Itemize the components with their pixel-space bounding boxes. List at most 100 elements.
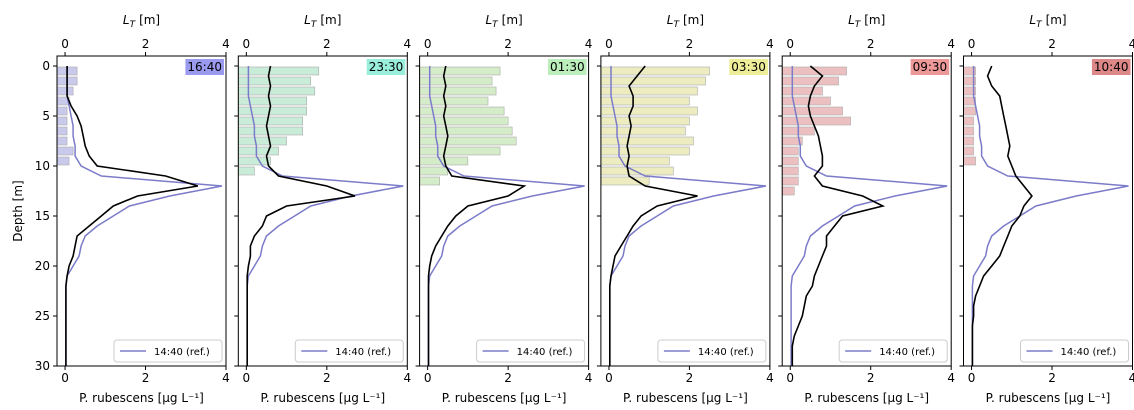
profile-line: [971, 65, 1033, 366]
panel-title: 01:30: [550, 60, 585, 74]
lt-bar: [600, 86, 698, 96]
x-tick-label: 2: [686, 371, 694, 385]
x2-label-unit: [m]: [683, 13, 704, 27]
x2-label-main: L: [123, 13, 130, 27]
x2-label-main: L: [667, 13, 674, 27]
lt-bar: [419, 176, 441, 186]
x2-label-sub: T: [130, 20, 137, 30]
x-tick-label: 2: [323, 371, 331, 385]
lt-bar: [963, 126, 974, 136]
x2-label-unit: [m]: [502, 13, 523, 27]
y-tick-label: 0: [42, 59, 50, 73]
x-tick-label: 0: [243, 371, 251, 385]
lt-bar: [600, 166, 674, 176]
x-axis-label: P. rubescens [μg L⁻¹]: [79, 391, 204, 405]
x2-tick-label: 4: [1129, 37, 1134, 51]
x2-label-sub: T: [311, 20, 318, 30]
lt-bar: [419, 86, 497, 96]
lt-bar: [238, 86, 316, 96]
x2-tick-label: 0: [243, 37, 251, 51]
lt-bar: [56, 106, 68, 116]
x2-tick-label: 2: [686, 37, 694, 51]
axes-frame: [600, 55, 771, 367]
legend-box: [1020, 339, 1129, 363]
panel-title: 23:30: [369, 60, 404, 74]
x2-tick-label: 4: [585, 37, 593, 51]
legend-label: 14:40 (ref.): [335, 347, 391, 358]
lt-bar: [238, 166, 255, 176]
x2-label-main: L: [304, 13, 311, 27]
profile-line: [427, 65, 527, 366]
lt-bar: [600, 126, 686, 136]
legend-box: [657, 339, 767, 363]
title-badge: [729, 59, 768, 75]
x2-tick-label: 2: [142, 37, 150, 51]
lt-bar: [600, 136, 694, 146]
x2-label-sub: T: [1036, 20, 1043, 30]
x-tick-label: 4: [222, 371, 230, 385]
lt-bar: [56, 146, 74, 156]
lt-bar: [963, 156, 976, 166]
lt-bar: [419, 136, 517, 146]
x2-axis-label: LT [m]: [485, 13, 522, 30]
legend-label: 14:40 (ref.): [698, 347, 754, 358]
legend-box: [838, 339, 948, 363]
axes-frame: [963, 55, 1133, 367]
x-tick-label: 4: [585, 371, 593, 385]
title-badge: [910, 59, 950, 75]
axes-frame: [237, 55, 408, 367]
profile-line: [791, 65, 886, 366]
x-tick-label: 0: [605, 371, 613, 385]
lt-bar: [238, 66, 320, 76]
x2-tick-label: 4: [947, 37, 955, 51]
lt-bar: [56, 86, 74, 96]
lt-bar: [963, 146, 974, 156]
lt-bar: [781, 116, 851, 126]
x2-label-unit: [m]: [864, 13, 885, 27]
lt-bar: [963, 116, 974, 126]
x-tick-label: 0: [786, 371, 794, 385]
x-tick-label: 2: [1048, 371, 1056, 385]
x-axis-label: P. rubescens [μg L⁻¹]: [442, 391, 567, 405]
x2-label-unit: [m]: [1046, 13, 1067, 27]
x-axis-label: P. rubescens [μg L⁻¹]: [623, 391, 748, 405]
reference-line: [971, 66, 1129, 366]
lt-bar: [600, 116, 690, 126]
x2-label-unit: [m]: [139, 13, 160, 27]
x-tick-label: 4: [1129, 371, 1134, 385]
x2-tick-label: 0: [424, 37, 432, 51]
legend-label: 14:40 (ref.): [154, 347, 210, 358]
legend-box: [294, 339, 404, 363]
x2-tick-label: 4: [403, 37, 411, 51]
x2-tick-label: 4: [766, 37, 774, 51]
lt-bar: [781, 96, 831, 106]
title-badge: [1091, 59, 1131, 75]
profile-line: [65, 66, 199, 366]
x2-tick-label: 0: [61, 37, 69, 51]
lt-bar: [781, 156, 799, 166]
x2-tick-label: 2: [1048, 37, 1056, 51]
lt-bar: [781, 76, 839, 86]
x-tick-label: 4: [766, 371, 774, 385]
x2-label-sub: T: [673, 20, 680, 30]
x2-label-sub: T: [492, 20, 499, 30]
lt-bar: [238, 146, 279, 156]
axes-frame: [419, 55, 590, 367]
lt-bar: [419, 146, 501, 156]
lt-bar: [600, 106, 698, 116]
x2-tick-label: 0: [968, 37, 976, 51]
title-badge: [548, 59, 587, 75]
x2-label-sub: T: [855, 20, 862, 30]
x2-axis-label: LT [m]: [667, 13, 704, 30]
lt-bar: [600, 66, 710, 76]
title-badge: [366, 59, 406, 75]
lt-bar: [781, 146, 799, 156]
x2-tick-label: 2: [867, 37, 875, 51]
legend-label: 14:40 (ref.): [879, 347, 935, 358]
x-tick-label: 4: [403, 371, 411, 385]
x2-label-main: L: [1029, 13, 1036, 27]
y-tick-label: 20: [35, 259, 50, 273]
y-tick-label: 10: [35, 159, 50, 173]
x2-axis-label: LT [m]: [123, 13, 160, 30]
legend-box: [476, 339, 586, 363]
